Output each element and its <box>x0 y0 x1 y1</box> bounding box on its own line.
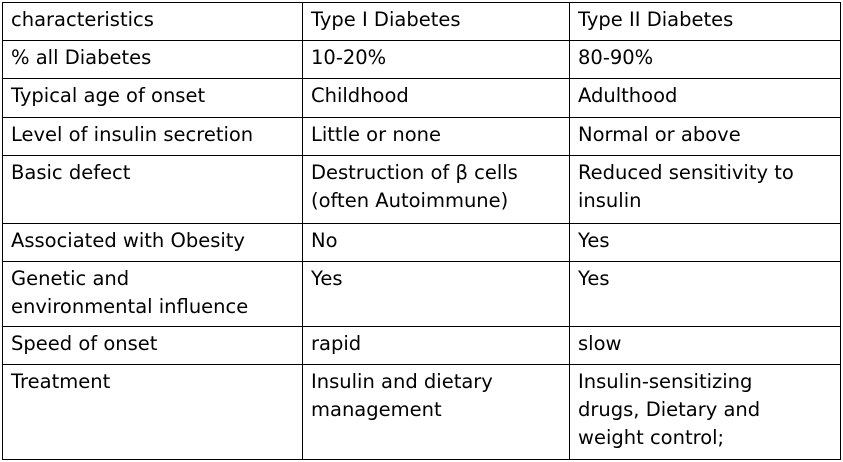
table-cell: Yes <box>569 261 841 327</box>
table-cell: Adulthood <box>569 78 841 118</box>
table-row: Associated with Obesity No Yes <box>2 223 841 262</box>
table-row: Genetic and environmental influence Yes Ye… <box>2 261 841 327</box>
header-row: characteristics Type I Diabetes Type II Di… <box>2 2 841 41</box>
table-cell: Insulin-sensitizing drugs, Dietary and w… <box>569 364 841 460</box>
table-cell: Typical age of onset <box>2 78 303 118</box>
table-row: Treatment Insulin and dietary management I… <box>2 364 841 460</box>
table-cell: Destruction of β cells (often Autoimmune… <box>302 155 570 224</box>
table-cell: Yes <box>569 223 841 262</box>
table-cell: Insulin and dietary management <box>302 364 570 460</box>
table-cell: Reduced sensitivity to insulin <box>569 155 841 224</box>
table-cell: Level of insulin secretion <box>2 117 303 156</box>
table-row: Level of insulin secretion Little or none… <box>2 117 841 156</box>
table-cell: characteristics <box>2 2 303 41</box>
table-cell: Treatment <box>2 364 303 460</box>
table-cell: 80-90% <box>569 40 841 79</box>
table-row: Basic defect Destruction of β cells (ofte… <box>2 155 841 224</box>
table-cell: slow <box>569 326 841 365</box>
table-row: Speed of onset rapid slow <box>2 326 841 365</box>
table-cell: No <box>302 223 570 262</box>
table-cell: Genetic and environmental influence <box>2 261 303 327</box>
table-cell: Type II Diabetes <box>569 2 841 41</box>
table-row: Typical age of onset Childhood Adulthood <box>2 78 841 118</box>
table-cell: Speed of onset <box>2 326 303 365</box>
table-cell: 10-20% <box>302 40 570 79</box>
table-row: % all Diabetes 10-20% 80-90% <box>2 40 841 79</box>
table-cell: Yes <box>302 261 570 327</box>
table-cell: Associated with Obesity <box>2 223 303 262</box>
table-cell: Little or none <box>302 117 570 156</box>
table-cell: Type I Diabetes <box>302 2 570 41</box>
table-cell: % all Diabetes <box>2 40 303 79</box>
table-cell: Normal or above <box>569 117 841 156</box>
table-cell: rapid <box>302 326 570 365</box>
table-cell: Basic defect <box>2 155 303 224</box>
table-cell: Childhood <box>302 78 570 118</box>
